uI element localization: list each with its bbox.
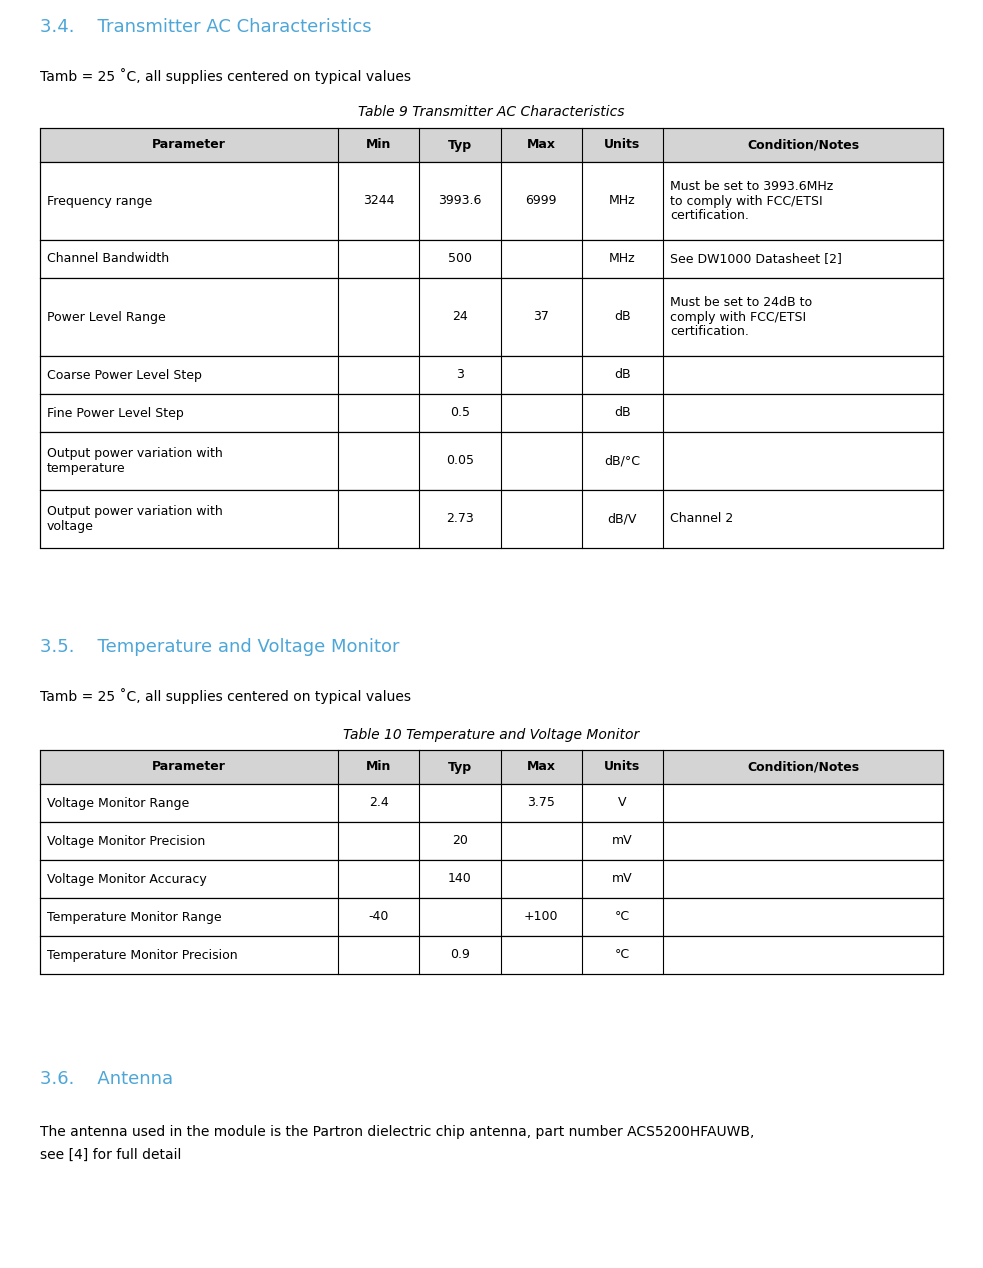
Text: Channel 2: Channel 2 — [670, 512, 733, 525]
Text: 6999: 6999 — [526, 194, 557, 208]
Text: dB: dB — [614, 369, 631, 382]
Text: 2.73: 2.73 — [446, 512, 474, 525]
Text: temperature: temperature — [47, 462, 126, 474]
Text: Table 10 Temperature and Voltage Monitor: Table 10 Temperature and Voltage Monitor — [343, 728, 640, 742]
Text: Output power variation with: Output power variation with — [47, 448, 223, 460]
Text: Must be set to 24dB to: Must be set to 24dB to — [670, 295, 812, 309]
Bar — [40, 394, 943, 432]
Text: Min: Min — [366, 761, 391, 773]
Text: Temperature Monitor Range: Temperature Monitor Range — [47, 910, 221, 923]
Text: certification.: certification. — [670, 209, 749, 222]
Text: dB/V: dB/V — [607, 512, 637, 525]
Text: to comply with FCC/ETSI: to comply with FCC/ETSI — [670, 194, 823, 208]
Text: °C: °C — [615, 948, 630, 961]
Text: Voltage Monitor Precision: Voltage Monitor Precision — [47, 834, 205, 847]
Text: Parameter: Parameter — [152, 761, 226, 773]
Bar — [40, 278, 943, 356]
Bar — [40, 162, 943, 240]
Text: MHz: MHz — [609, 194, 636, 208]
Text: Typ: Typ — [448, 761, 472, 773]
Text: -40: -40 — [369, 910, 389, 923]
Text: MHz: MHz — [609, 252, 636, 265]
Bar — [40, 356, 943, 394]
Text: The antenna used in the module is the Partron dielectric chip antenna, part numb: The antenna used in the module is the Pa… — [40, 1125, 754, 1139]
Text: Table 9 Transmitter AC Characteristics: Table 9 Transmitter AC Characteristics — [358, 105, 625, 119]
Text: Output power variation with: Output power variation with — [47, 505, 223, 519]
Text: 2.4: 2.4 — [369, 796, 388, 809]
Text: see [4] for full detail: see [4] for full detail — [40, 1148, 182, 1161]
Bar — [40, 240, 943, 278]
Text: 0.05: 0.05 — [446, 454, 474, 468]
Text: Channel Bandwidth: Channel Bandwidth — [47, 252, 169, 265]
Text: Condition/Notes: Condition/Notes — [747, 761, 859, 773]
Text: mV: mV — [612, 834, 633, 847]
Bar — [40, 489, 943, 548]
Text: certification.: certification. — [670, 325, 749, 339]
Text: Must be set to 3993.6MHz: Must be set to 3993.6MHz — [670, 180, 834, 193]
Text: 0.5: 0.5 — [450, 407, 470, 420]
Bar — [40, 936, 943, 974]
Text: Tamb = 25 ˚C, all supplies centered on typical values: Tamb = 25 ˚C, all supplies centered on t… — [40, 689, 411, 704]
Text: Tamb = 25 ˚C, all supplies centered on typical values: Tamb = 25 ˚C, all supplies centered on t… — [40, 68, 411, 84]
Bar — [40, 860, 943, 898]
Text: 24: 24 — [452, 311, 468, 323]
Bar — [40, 784, 943, 822]
Text: 500: 500 — [448, 252, 472, 265]
Text: Min: Min — [366, 138, 391, 151]
Text: 37: 37 — [533, 311, 549, 323]
Text: comply with FCC/ETSI: comply with FCC/ETSI — [670, 311, 806, 323]
Text: 20: 20 — [452, 834, 468, 847]
Text: Max: Max — [527, 138, 555, 151]
Text: Condition/Notes: Condition/Notes — [747, 138, 859, 151]
Text: Coarse Power Level Step: Coarse Power Level Step — [47, 369, 202, 382]
Text: Typ: Typ — [448, 138, 472, 151]
Text: Parameter: Parameter — [152, 138, 226, 151]
Text: Max: Max — [527, 761, 555, 773]
Bar — [40, 749, 943, 784]
Bar — [40, 432, 943, 489]
Text: Power Level Range: Power Level Range — [47, 311, 166, 323]
Text: See DW1000 Datasheet [2]: See DW1000 Datasheet [2] — [670, 252, 842, 265]
Text: dB: dB — [614, 407, 631, 420]
Text: 3: 3 — [456, 369, 464, 382]
Bar — [40, 128, 943, 162]
Text: Units: Units — [605, 138, 641, 151]
Text: °C: °C — [615, 910, 630, 923]
Text: V: V — [618, 796, 627, 809]
Text: dB/°C: dB/°C — [605, 454, 641, 468]
Text: mV: mV — [612, 872, 633, 885]
Text: Voltage Monitor Range: Voltage Monitor Range — [47, 796, 190, 809]
Text: 140: 140 — [448, 872, 472, 885]
Text: 3.4.    Transmitter AC Characteristics: 3.4. Transmitter AC Characteristics — [40, 18, 372, 36]
Text: dB: dB — [614, 311, 631, 323]
Text: 3993.6: 3993.6 — [438, 194, 482, 208]
Text: Frequency range: Frequency range — [47, 194, 152, 208]
Text: 3.6.    Antenna: 3.6. Antenna — [40, 1070, 173, 1088]
Text: voltage: voltage — [47, 520, 93, 533]
Text: 0.9: 0.9 — [450, 948, 470, 961]
Text: 3.75: 3.75 — [527, 796, 555, 809]
Text: 3244: 3244 — [363, 194, 394, 208]
Bar — [40, 898, 943, 936]
Text: Temperature Monitor Precision: Temperature Monitor Precision — [47, 948, 238, 961]
Text: Units: Units — [605, 761, 641, 773]
Bar — [40, 822, 943, 860]
Text: Voltage Monitor Accuracy: Voltage Monitor Accuracy — [47, 872, 206, 885]
Text: 3.5.    Temperature and Voltage Monitor: 3.5. Temperature and Voltage Monitor — [40, 638, 399, 656]
Text: +100: +100 — [524, 910, 558, 923]
Text: Fine Power Level Step: Fine Power Level Step — [47, 407, 184, 420]
